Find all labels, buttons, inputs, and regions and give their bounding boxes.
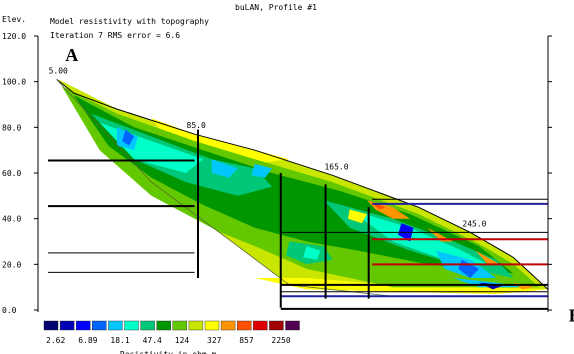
distance-label: 165.0 [324,162,348,171]
legend-swatch [204,320,220,331]
resistivity-zone [349,209,488,265]
legend-swatch [188,320,204,331]
distance-label: 85.0 [187,121,206,130]
resistivity-zone [211,159,238,178]
y-tick-label: 120.0 [2,32,26,41]
legend-value: 124 [175,336,190,345]
legend-value: 18.1 [110,336,129,345]
y-tick-label: 0.0 [2,306,17,315]
legend-swatch [92,320,107,331]
legend-swatch [108,320,123,331]
resistivity-zone [303,246,321,260]
distance-label: 245.0 [462,219,486,228]
legend-swatch [140,320,155,331]
distance-labels: 5.00 85.0 165.0 245.0 A B [49,45,574,325]
legend-swatch [220,320,236,331]
distance-label: 5.00 [49,66,68,75]
subtitle-line-1: Model resistivity with topography [50,17,209,26]
point-label: A [65,45,78,65]
y-tick-label: 20.0 [2,260,21,269]
resistivity-zone [475,250,500,265]
y-tick-label: 40.0 [2,215,21,224]
legend-value: 2.62 [46,336,65,345]
legend-swatch [75,320,91,331]
legend-swatch [43,320,59,331]
legend-value: 327 [207,336,222,345]
chart-title: buLAN, Profile #1 [235,3,317,12]
y-tick-label: 60.0 [2,169,21,178]
legend-swatch [236,320,252,331]
resistivity-zone [427,227,454,242]
topography-line [56,79,549,290]
y-axis-label: Elev. [2,15,26,24]
legend-caption: Resistivity in ohm.m [120,350,217,354]
y-tick-label: 100.0 [2,78,26,87]
subtitle-line-2: Iteration 7 RMS error = 6.6 [50,31,180,40]
legend-swatch [253,320,268,331]
legend-swatch [156,320,171,331]
legend-value: 47.4 [143,336,162,345]
y-tick-label: 80.0 [2,123,21,132]
legend-swatch [172,320,188,331]
legend-swatch [59,320,75,331]
legend-swatch [124,320,139,331]
legend-value: 857 [239,336,254,345]
legend: 2.62 6.89 18.1 47.4 124 327 857 2250 Resistivity… [43,320,300,354]
resistivity-zone [122,129,135,146]
axes: 120.0 100.0 80.0 60.0 40.0 20.0 0.0 [2,32,552,315]
resistivity-zones [56,79,549,297]
resistivity-zone [251,163,273,178]
legend-swatch [285,320,300,331]
interpretation-lines [48,129,548,310]
legend-value: 2250 [271,336,290,345]
legend-swatch [269,320,284,331]
point-label: B [569,305,574,325]
legend-value: 6.89 [78,336,97,345]
resistivity-zone [348,209,367,224]
